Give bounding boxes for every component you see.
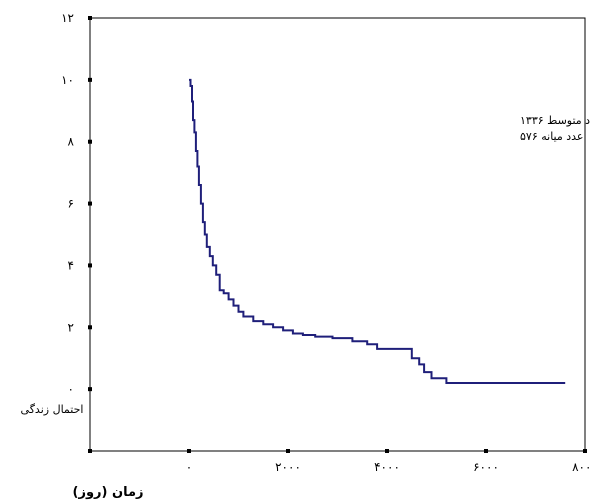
- x-tick-mark: [385, 449, 389, 453]
- annotation-mean: عدد متوسط ۱۳۳۶: [520, 114, 590, 127]
- annotation-median: عدد میانه ۵۷۶: [520, 130, 584, 143]
- x-axis: ۰ ۲۰۰۰ ۴۰۰۰ ۶۰۰۰ ۸۰۰۰: [88, 449, 590, 474]
- x-tick-label: ۶۰۰۰: [473, 460, 499, 474]
- x-tick-mark: [88, 449, 92, 453]
- y-tick-label: ۲: [68, 320, 74, 334]
- y-tick-mark: [88, 16, 92, 20]
- survival-curve: [189, 78, 566, 384]
- y-tick-label: ۰: [68, 382, 74, 396]
- y-tick-mark: [88, 387, 92, 392]
- y-axis-label: احتمال زندگی: [21, 403, 84, 416]
- x-axis-label: زمان (روز): [73, 485, 144, 500]
- y-tick-mark: [88, 263, 92, 268]
- x-tick-mark: [583, 449, 587, 453]
- plot-frame: [89, 17, 586, 452]
- x-tick-label: ۲۰۰۰: [275, 460, 301, 474]
- y-tick-label: ۶: [68, 197, 74, 211]
- x-tick-mark: [286, 449, 290, 453]
- y-tick-label: ۸: [68, 135, 75, 149]
- x-tick-label: ۴۰۰۰: [374, 460, 400, 474]
- x-tick-label: ۸۰۰۰: [572, 460, 590, 474]
- x-tick-mark: [484, 449, 488, 453]
- y-tick-label: ۴: [68, 258, 74, 272]
- y-tick-mark: [88, 325, 92, 330]
- y-tick-mark: [88, 139, 92, 144]
- y-tick-label: ۱۲: [61, 11, 74, 25]
- y-tick-mark: [88, 77, 92, 82]
- y-tick-label: ۱۰: [61, 73, 74, 87]
- y-tick-mark: [88, 201, 92, 206]
- series-layer: [189, 78, 566, 384]
- y-axis: ۰ ۲ ۴ ۶ ۸ ۱۰ ۱۲: [61, 11, 92, 453]
- x-tick-mark: [187, 449, 191, 453]
- x-tick-label: ۰: [186, 460, 192, 474]
